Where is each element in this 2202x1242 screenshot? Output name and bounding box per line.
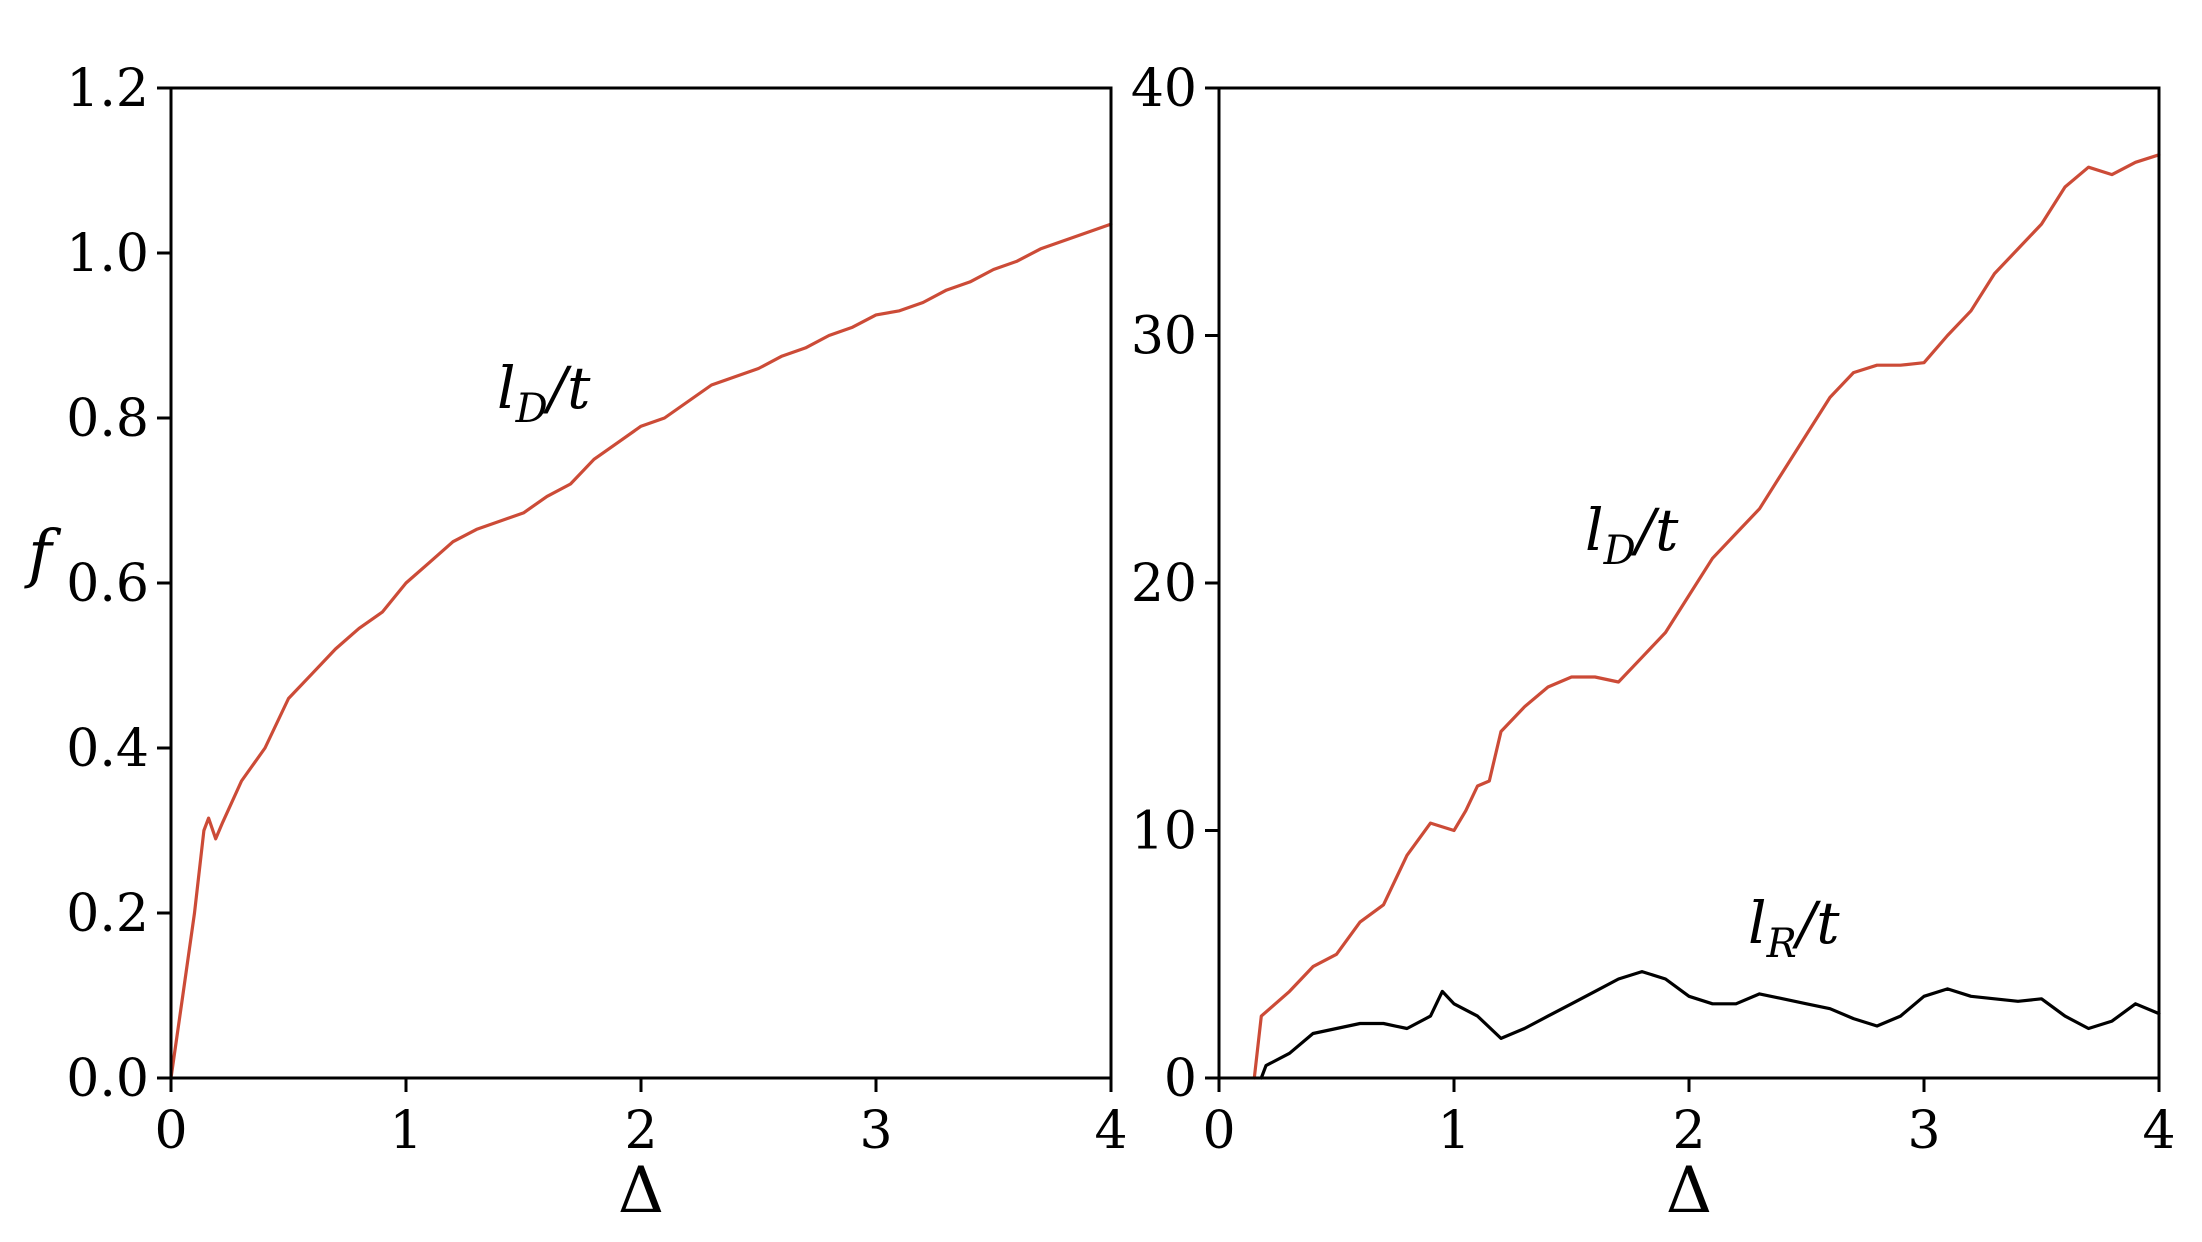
- x-tick-label: 0: [1202, 1101, 1235, 1161]
- y-axis-label: f: [24, 517, 62, 591]
- y-tick-label: 1.2: [66, 59, 149, 119]
- series-line-ld-t: [1252, 153, 2161, 1080]
- x-tick-label: 2: [1672, 1101, 1705, 1161]
- series-line-lr-t: [1259, 970, 2161, 1080]
- x-tick-label: 2: [624, 1101, 657, 1161]
- y-tick-label: 0.0: [66, 1049, 149, 1109]
- y-tick-label: 0.2: [66, 884, 149, 944]
- x-tick-label: 1: [1437, 1101, 1470, 1161]
- y-tick-label: 1.0: [66, 224, 149, 284]
- y-tick-label: 0: [1164, 1049, 1197, 1109]
- y-tick-label: 10: [1131, 802, 1197, 862]
- x-tick-label: 1: [389, 1101, 422, 1161]
- x-tick-label: 3: [1907, 1101, 1940, 1161]
- y-tick-label: 0.4: [66, 719, 149, 779]
- x-tick-label: 3: [859, 1101, 892, 1161]
- x-axis-label: Δ: [1666, 1154, 1712, 1228]
- series-annotation: lD/t: [1585, 496, 1679, 574]
- y-tick-label: 40: [1131, 59, 1197, 119]
- left-chart-panel: 0 1 2 3 4 0.0 0.2 0.4 0.6 0.8 1.0 1.2 Δf lD/t: [24, 59, 1127, 1228]
- axes-frame: [169, 86, 1113, 1080]
- y-tick-label: 0.6: [66, 554, 149, 614]
- y-tick-label: 30: [1131, 307, 1197, 367]
- x-tick-label: 4: [2142, 1101, 2175, 1161]
- x-tick-label: 4: [1094, 1101, 1127, 1161]
- x-tick-label: 0: [154, 1101, 187, 1161]
- series-annotation: lR/t: [1748, 889, 1840, 967]
- x-axis-label: Δ: [618, 1154, 664, 1228]
- y-tick-label: 0.8: [66, 389, 149, 449]
- series-annotation: lD/t: [497, 354, 591, 432]
- axes-frame: [1217, 86, 2161, 1080]
- y-tick-label: 20: [1131, 554, 1197, 614]
- series-line-ld-t: [169, 222, 1113, 1080]
